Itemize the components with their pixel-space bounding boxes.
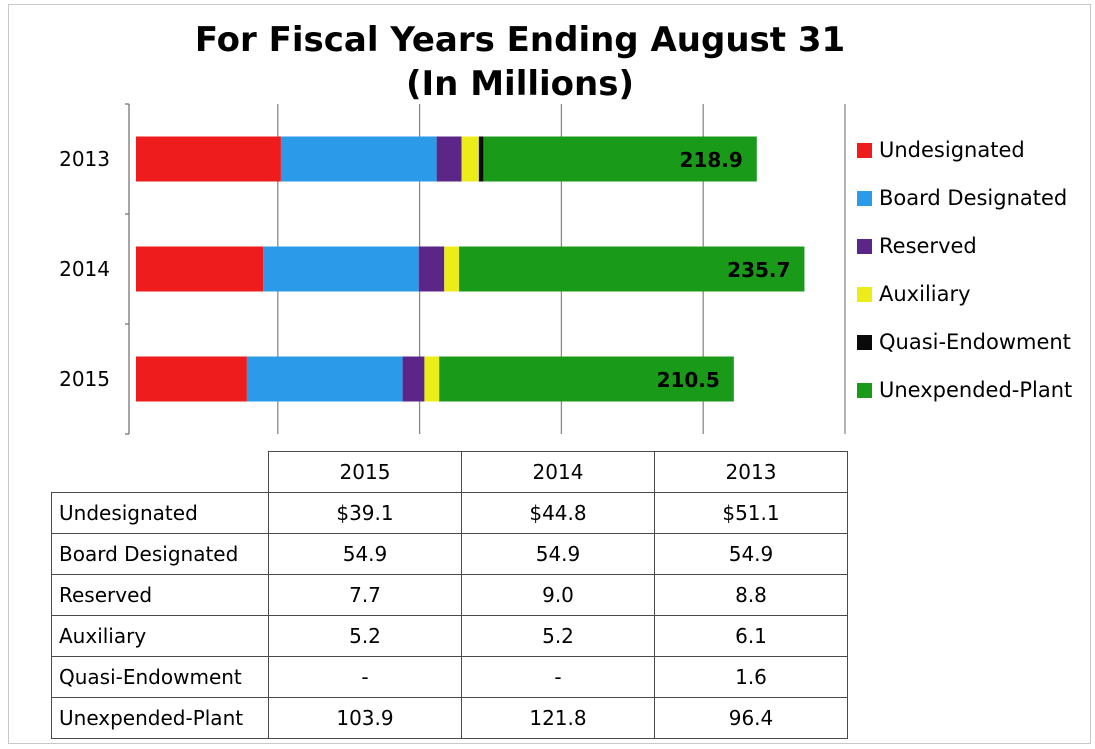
legend-swatch: [857, 190, 872, 206]
legend-swatch: [857, 238, 872, 254]
bar-segment: [263, 246, 419, 292]
bar-segment: [280, 136, 437, 182]
table-row-label: Board Designated: [51, 533, 269, 575]
table-row-label: Quasi-Endowment: [51, 656, 269, 698]
bar-segment: [483, 136, 757, 182]
chart-frame: [8, 4, 1091, 744]
bar-segment: [444, 246, 460, 292]
legend-label: Undesignated: [879, 138, 1025, 162]
table-row-label: Undesignated: [51, 492, 269, 534]
table-column-header: 2013: [654, 451, 848, 493]
bar-segment: [402, 356, 425, 402]
legend-item: Reserved: [857, 222, 1093, 270]
chart-title: For Fiscal Years Ending August 31 (In Mi…: [0, 18, 1040, 106]
bar-segment: [136, 246, 264, 292]
legend-swatch: [857, 142, 872, 158]
legend-item: Undesignated: [857, 126, 1093, 174]
table-cell: -: [268, 656, 462, 698]
legend-label: Quasi-Endowment: [879, 330, 1071, 354]
table-cell: 54.9: [461, 533, 655, 575]
table-corner-cell: [51, 451, 269, 493]
table-cell: 54.9: [654, 533, 848, 575]
legend-item: Quasi-Endowment: [857, 318, 1093, 366]
table-row: Board Designated 54.9 54.9 54.9: [51, 533, 848, 575]
legend: Undesignated Board Designated Reserved Auxi…: [857, 126, 1093, 414]
table-cell: 121.8: [461, 697, 655, 739]
bar-series: [136, 136, 805, 402]
category-axis: 2013 2014 2015: [59, 103, 130, 435]
legend-item: Unexpended-Plant: [857, 366, 1093, 414]
table-row: Unexpended-Plant 103.9 121.8 96.4: [51, 697, 848, 739]
table-cell: $44.8: [461, 492, 655, 534]
bar-segment: [459, 246, 805, 292]
category-tick-label: 2014: [59, 257, 110, 281]
table-row-label: Reserved: [51, 574, 269, 616]
table-row: Auxiliary 5.2 5.2 6.1: [51, 615, 848, 657]
bar-segment: [436, 136, 462, 182]
table-cell: 7.7: [268, 574, 462, 616]
bar-segment: [424, 356, 440, 402]
table-row-label: Auxiliary: [51, 615, 269, 657]
legend-swatch: [857, 334, 872, 350]
bar-segment: [136, 356, 247, 402]
table-column-header: 2015: [268, 451, 462, 493]
bar-total-label: 235.7: [727, 258, 790, 282]
table-cell: 6.1: [654, 615, 848, 657]
table-cell: -: [461, 656, 655, 698]
bar-segment: [246, 356, 403, 402]
table-row: Quasi-Endowment - -1.6: [51, 656, 848, 698]
legend-swatch: [857, 286, 872, 302]
bar-total-label: 218.9: [680, 148, 743, 172]
legend-label: Unexpended-Plant: [879, 378, 1073, 402]
table-column-header: 2014: [461, 451, 655, 493]
bar-segment: [439, 356, 734, 402]
bar-segment: [136, 136, 281, 182]
chart-subtitle-line: (In Millions): [405, 64, 635, 104]
legend-label: Reserved: [879, 234, 977, 258]
data-labels: 218.9 235.7 210.5: [657, 148, 791, 392]
table-cell: 1.6: [654, 656, 848, 698]
table-cell: 5.2: [268, 615, 462, 657]
table-cell: 9.0: [461, 574, 655, 616]
category-tick-label: 2015: [59, 367, 110, 391]
table-cell: $51.1: [654, 492, 848, 534]
table-cell: 8.8: [654, 574, 848, 616]
table-row: Reserved 7.7 9.0 8.8: [51, 574, 848, 616]
legend-swatch: [857, 382, 872, 398]
table-cell: 5.2: [461, 615, 655, 657]
legend-item: Board Designated: [857, 174, 1093, 222]
table-cell: 96.4: [654, 697, 848, 739]
data-table: 2015 2014 2013 Undesignated $39.1 $44.8 $51.1 B…: [51, 451, 848, 739]
table-cell: 54.9: [268, 533, 462, 575]
legend-label: Board Designated: [879, 186, 1068, 210]
legend-item: Auxiliary: [857, 270, 1093, 318]
bar-segment: [418, 246, 445, 292]
table-header-row: 2015 2014 2013: [51, 451, 848, 493]
table-row: Undesignated $39.1 $44.8 $51.1: [51, 492, 848, 534]
table-cell: 103.9: [268, 697, 462, 739]
category-tick-label: 2013: [59, 147, 110, 171]
table-row-label: Unexpended-Plant: [51, 697, 269, 739]
legend-label: Auxiliary: [879, 282, 971, 306]
bar-segment: [478, 136, 484, 182]
table-cell: $39.1: [268, 492, 462, 534]
bar-segment: [461, 136, 479, 182]
bar-total-label: 210.5: [657, 368, 720, 392]
chart-title-line: For Fiscal Years Ending August 31: [194, 20, 846, 60]
